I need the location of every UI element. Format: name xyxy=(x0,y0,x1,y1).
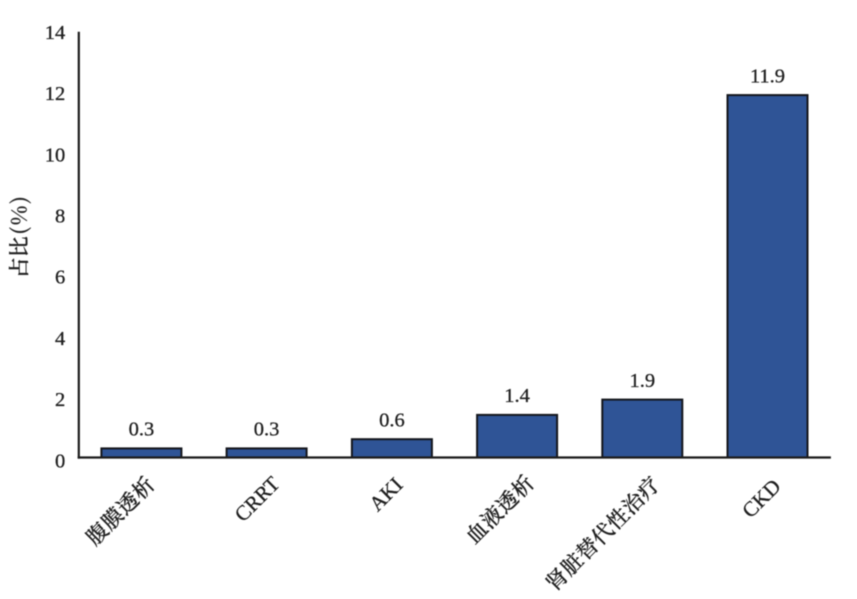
svg-text:1.4: 1.4 xyxy=(504,385,530,407)
svg-text:14: 14 xyxy=(45,22,66,44)
svg-text:10: 10 xyxy=(45,144,66,166)
svg-text:6: 6 xyxy=(55,267,65,289)
svg-text:0.6: 0.6 xyxy=(379,409,405,431)
svg-text:2: 2 xyxy=(55,389,65,411)
svg-text:11.9: 11.9 xyxy=(750,65,785,87)
svg-text:0: 0 xyxy=(55,450,65,472)
svg-text:0.3: 0.3 xyxy=(129,419,155,441)
svg-text:1.9: 1.9 xyxy=(629,370,655,392)
svg-text:8: 8 xyxy=(55,206,65,228)
svg-text:4: 4 xyxy=(55,328,65,350)
svg-text:12: 12 xyxy=(45,83,66,105)
svg-text:0.3: 0.3 xyxy=(254,419,280,441)
